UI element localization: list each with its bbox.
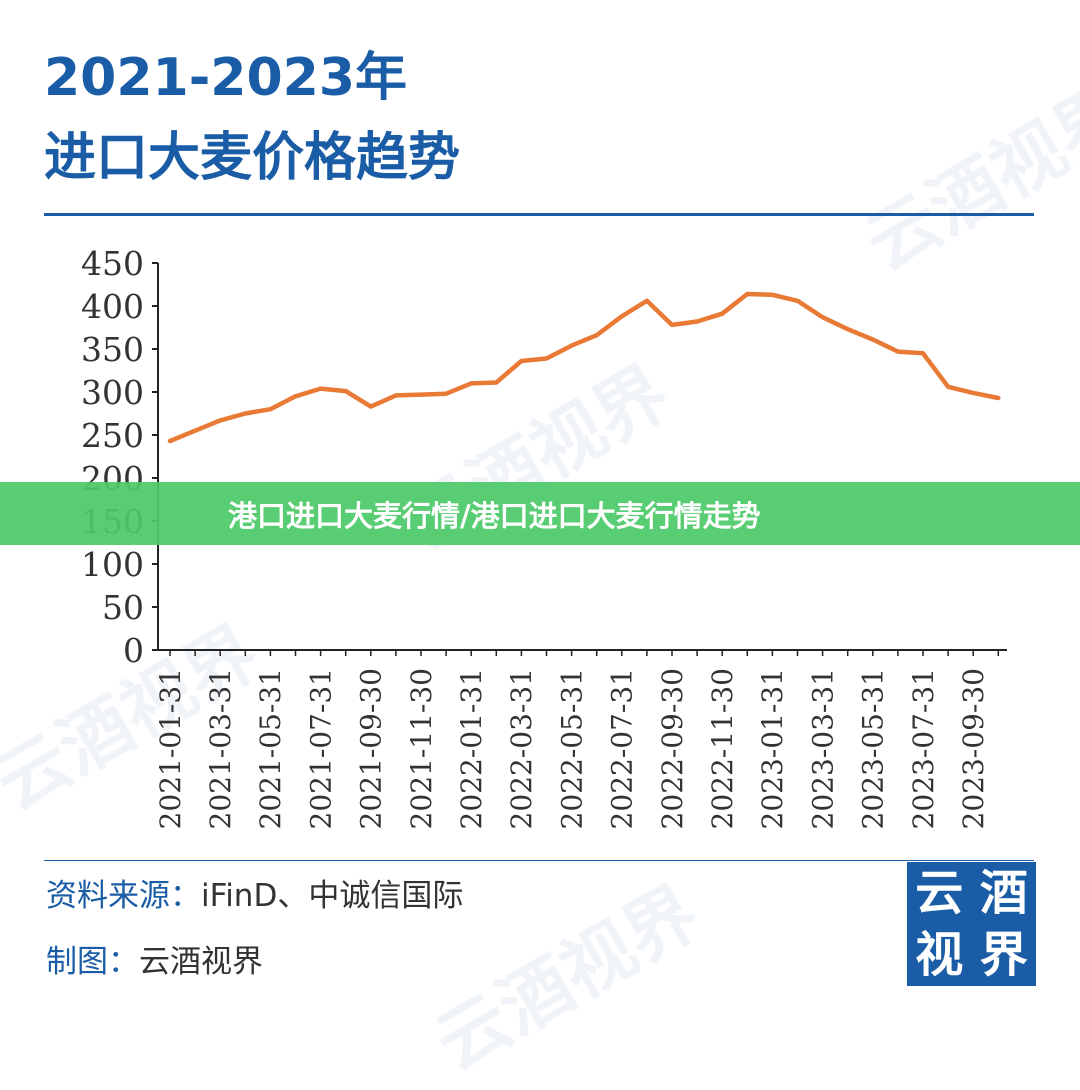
x-tick-label: 2023-01-31 (756, 668, 789, 829)
x-tick-label: 2022-07-31 (606, 668, 639, 829)
source-line: 资料来源：iFinD、中诚信国际 (46, 876, 463, 916)
x-tick-label: 2023-07-31 (907, 668, 940, 829)
x-tick-label: 2022-03-31 (505, 668, 538, 829)
x-tick-label: 2023-09-30 (957, 668, 990, 829)
x-tick-label: 2021-11-30 (405, 668, 438, 829)
logo-char: 界 (979, 927, 1028, 983)
maker-label: 制图： (46, 944, 139, 980)
logo-char: 酒 (979, 865, 1028, 921)
x-tick-label: 2023-05-31 (857, 668, 890, 829)
y-tick-label: 350 (81, 330, 144, 369)
x-tick-label: 2021-09-30 (355, 668, 388, 829)
x-tick-label: 2021-03-31 (204, 668, 237, 829)
y-tick-label: 250 (81, 416, 144, 455)
maker-line: 制图：云酒视界 (46, 942, 263, 982)
y-tick-label: 450 (81, 244, 144, 283)
y-tick-label: 50 (102, 588, 144, 627)
x-tick-label: 2022-05-31 (555, 668, 588, 829)
overlay-banner[interactable]: 港口进口大麦行情/港口进口大麦行情走势 (0, 482, 1080, 545)
y-tick-label: 0 (123, 631, 144, 670)
x-tick-label: 2021-01-31 (154, 668, 187, 829)
x-tick-label: 2022-11-30 (706, 668, 739, 829)
x-tick-label: 2022-01-31 (455, 668, 488, 829)
y-tick-label: 100 (81, 545, 144, 584)
source-value: iFinD、中诚信国际 (201, 878, 464, 914)
logo-char: 视 (915, 927, 964, 983)
brand-logo: 云 酒 视 界 (907, 862, 1036, 986)
chart-title-line2: 进口大麦价格趋势 (44, 128, 461, 188)
series-line (167, 291, 1001, 444)
banner-link-text[interactable]: 港口进口大麦行情/港口进口大麦行情走势 (228, 498, 761, 533)
title-divider (44, 213, 1034, 216)
y-tick-label: 400 (81, 287, 144, 326)
x-tick-label: 2022-09-30 (656, 668, 689, 829)
line-chart: 0501001502002503003504004502021-01-31202… (81, 244, 1007, 829)
source-label: 资料来源： (46, 878, 201, 914)
footer-divider (44, 860, 1034, 861)
logo-char: 云 (915, 865, 964, 921)
x-tick-label: 2021-07-31 (304, 668, 337, 829)
x-tick-label: 2021-05-31 (254, 668, 287, 829)
maker-value: 云酒视界 (139, 944, 263, 980)
chart-title-line1: 2021-2023年 (44, 48, 408, 108)
x-tick-label: 2023-03-31 (806, 668, 839, 829)
y-tick-label: 300 (81, 373, 144, 412)
